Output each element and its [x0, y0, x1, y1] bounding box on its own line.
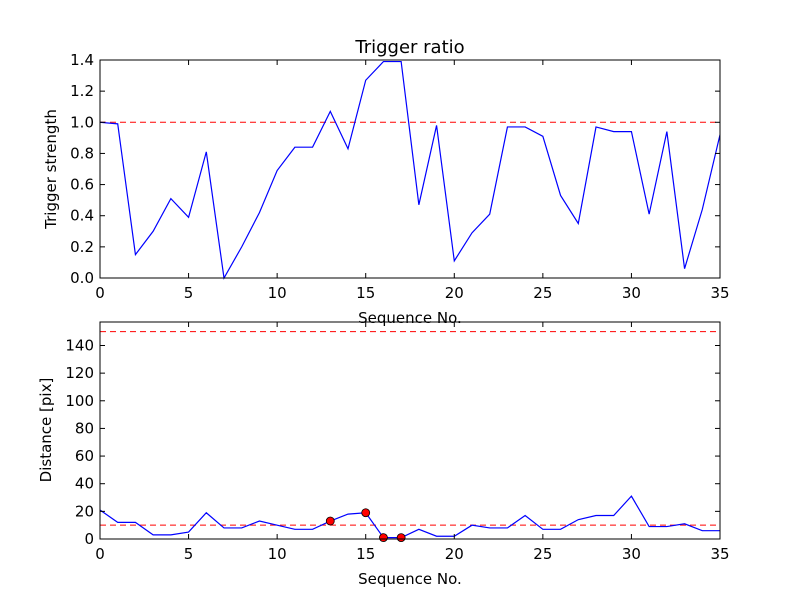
y-tick-label: 1.4	[70, 51, 94, 69]
y-axis-label: Distance [pix]	[37, 378, 55, 483]
y-tick-label: 0.0	[70, 269, 94, 287]
data-marker	[325, 516, 335, 526]
data-marker	[379, 533, 388, 543]
distance-panel: 0 5 10 15 20 25 30 35 0 20 40 60 80 100 120 140 Sequenc…	[37, 321, 730, 588]
x-tick-label: 5	[184, 545, 194, 563]
y-tick-label: 0	[84, 530, 94, 548]
y-tick-label: 0.4	[70, 207, 94, 225]
x-tick-label: 15	[356, 284, 375, 302]
y-tick-label: 20	[75, 502, 94, 520]
y-tick-label: 0.8	[70, 144, 94, 162]
x-tick-label: 0	[95, 545, 105, 563]
x-axis-label: Sequence No.	[358, 570, 462, 588]
trigger-ratio-panel: Trigger ratio 0 5 10 15 20 25 30 35 0.0 0.2 0.4 0.6…	[42, 37, 730, 327]
plot-frame	[99, 59, 721, 279]
y-tick-label: 0.6	[70, 176, 94, 194]
x-tick-label: 35	[710, 545, 729, 563]
y-tick-label: 120	[65, 364, 94, 382]
x-tick-label: 10	[268, 545, 287, 563]
y-tick-label: 1.0	[70, 113, 94, 131]
y-tick-label: 60	[75, 447, 94, 465]
x-tick-label: 20	[445, 545, 464, 563]
x-tick-label: 30	[622, 284, 641, 302]
chart-title: Trigger ratio	[354, 37, 464, 58]
y-tick-label: 1.2	[70, 82, 94, 100]
x-tick-label: 0	[95, 284, 105, 302]
y-tick-label: 40	[75, 475, 94, 493]
data-marker	[361, 508, 371, 518]
x-tick-label: 20	[445, 284, 464, 302]
x-tick-label: 15	[356, 545, 375, 563]
plot-frame	[99, 321, 721, 540]
x-tick-label: 35	[710, 284, 729, 302]
series-line	[99, 495, 720, 539]
x-axis-label: Sequence No.	[358, 309, 462, 327]
y-tick-label: 80	[75, 419, 94, 437]
y-tick-label: 100	[65, 392, 94, 410]
y-axis-label: Trigger strength	[42, 109, 60, 230]
y-tick-label: 140	[65, 336, 94, 354]
x-tick-label: 25	[533, 545, 552, 563]
x-tick-label: 10	[268, 284, 287, 302]
y-tick-label: 0.2	[70, 238, 94, 256]
x-tick-label: 30	[622, 545, 641, 563]
data-marker	[396, 533, 406, 543]
series-line	[99, 60, 721, 280]
x-tick-label: 25	[533, 284, 552, 302]
x-tick-label: 5	[184, 284, 194, 302]
